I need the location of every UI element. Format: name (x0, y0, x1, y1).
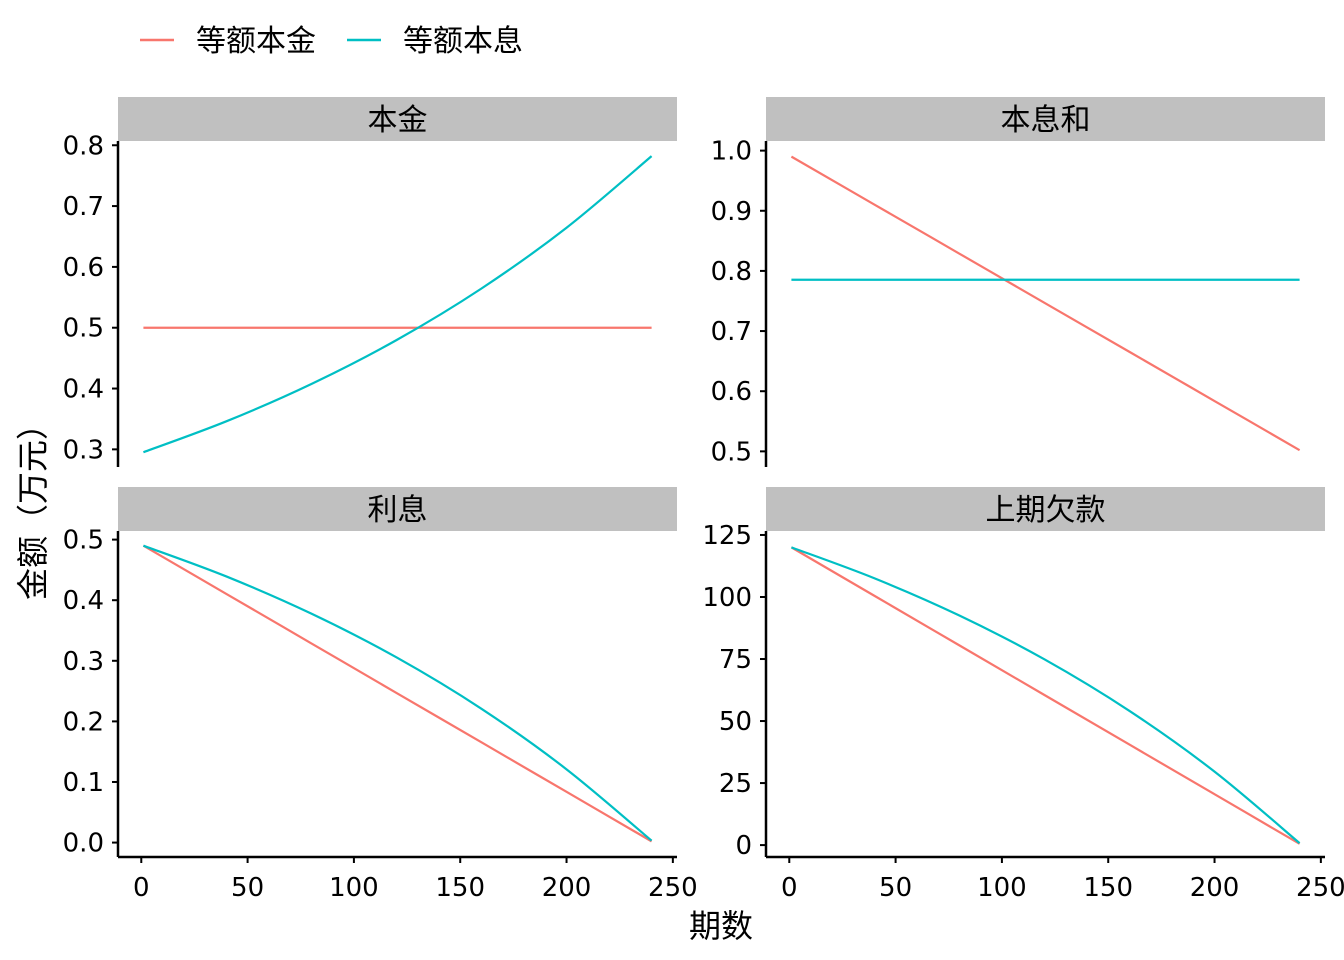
y-tick-label: 0.2 (63, 707, 104, 737)
y-tick-label: 0.5 (63, 314, 104, 344)
y-tick-label: 0.3 (63, 647, 104, 677)
y-tick-label: 0.4 (63, 586, 104, 616)
y-axis-title: 金额（万元） (14, 408, 52, 600)
panel-strip (118, 97, 677, 141)
x-tick-label: 50 (231, 873, 264, 903)
y-tick-label: 0.9 (711, 197, 752, 227)
y-tick-label: 50 (719, 707, 752, 737)
panel-1: 本息和 0.5 0.6 0.7 0.8 0.9 1.0 (711, 97, 1325, 467)
x-tick-label: 100 (977, 873, 1027, 903)
legend-label-0: 等额本金 (196, 24, 316, 59)
x-tick-label: 0 (781, 873, 798, 903)
y-tick-label: 0.1 (63, 768, 104, 798)
x-tick-label: 50 (879, 873, 912, 903)
series-line-equal-principal (790, 546, 1301, 845)
x-tick-label: 100 (329, 873, 379, 903)
panel-strip (118, 487, 677, 531)
panel-title: 本金 (368, 103, 428, 138)
y-tick-label: 0.8 (63, 131, 104, 161)
y-tick-label: 0.8 (711, 257, 752, 287)
panel-0: 本金 0.3 0.4 0.5 0.6 0.7 0.8 (63, 97, 677, 467)
x-tick-label: 0 (133, 873, 150, 903)
y-tick-label: 100 (702, 583, 752, 613)
series-line-equal-installment (143, 155, 653, 454)
panel-strip (766, 97, 1325, 141)
y-tick-label: 0.7 (63, 192, 104, 222)
x-tick-label: 250 (648, 873, 698, 903)
panel-strip (766, 487, 1325, 531)
y-tick-label: 0.3 (63, 435, 104, 465)
series-line-equal-principal (142, 544, 653, 843)
x-axis-title: 期数 (689, 907, 753, 945)
panel-3: 上期欠款 0 25 50 75 100 125 0 50 100 150 200 250 (702, 487, 1344, 903)
series-line-equal-principal (790, 155, 1301, 452)
series-line-equal-installment (143, 544, 653, 842)
x-tick-label: 200 (1190, 873, 1240, 903)
y-tick-label: 0.6 (63, 253, 104, 283)
panel-title: 上期欠款 (986, 493, 1106, 528)
y-tick-label: 125 (702, 521, 752, 551)
panel-title: 本息和 (1001, 103, 1091, 138)
y-tick-label: 0.5 (711, 437, 752, 467)
x-tick-label: 150 (435, 873, 485, 903)
y-tick-label: 0.4 (63, 375, 104, 405)
series-line-equal-installment (791, 546, 1301, 844)
y-tick-label: 0.5 (63, 526, 104, 556)
x-tick-label: 250 (1296, 873, 1344, 903)
y-tick-label: 1.0 (711, 137, 752, 167)
x-tick-label: 200 (542, 873, 592, 903)
x-tick-label: 150 (1083, 873, 1133, 903)
y-tick-label: 25 (719, 769, 752, 799)
y-tick-label: 0 (735, 831, 752, 861)
legend-label-1: 等额本息 (403, 24, 523, 59)
y-tick-label: 0.0 (63, 829, 104, 859)
y-tick-label: 75 (719, 645, 752, 675)
panel-2: 利息 0.0 0.1 0.2 0.3 0.4 0.5 0 50 100 150 200 250 (63, 487, 698, 903)
y-tick-label: 0.6 (711, 377, 752, 407)
panel-title: 利息 (368, 493, 428, 528)
y-tick-label: 0.7 (711, 317, 752, 347)
